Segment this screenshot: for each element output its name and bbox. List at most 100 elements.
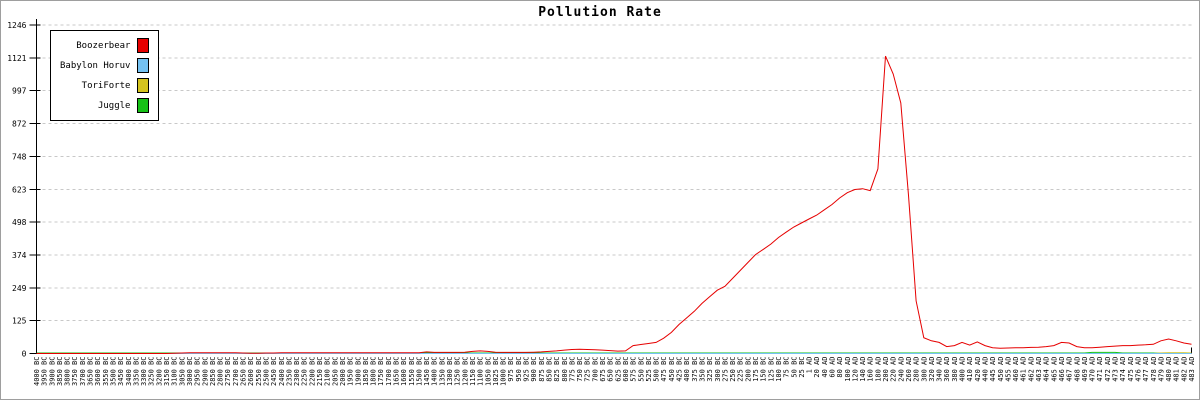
- x-tick-label: 2500 BC: [262, 357, 270, 387]
- x-tick-label: 3000 BC: [186, 357, 194, 387]
- x-tick-label: 3700 BC: [79, 357, 87, 387]
- x-tick-label: 625 BC: [614, 357, 622, 382]
- x-tick-label: 200 AD: [882, 357, 890, 382]
- legend-swatch: [137, 58, 150, 73]
- x-tick-label: 475 BC: [660, 357, 668, 382]
- x-tick-label: 300 BC: [714, 357, 722, 382]
- x-tick-label: 462 AD: [1027, 357, 1035, 382]
- x-tick-label: 2900 BC: [201, 357, 209, 387]
- x-tick-label: 1300 BC: [446, 357, 454, 387]
- x-tick-label: 1800 BC: [370, 357, 378, 387]
- x-tick-label: 2700 BC: [232, 357, 240, 387]
- y-tick-label: 997: [12, 87, 27, 96]
- x-tick-label: 360 AD: [943, 357, 951, 382]
- x-tick-label: 476 AD: [1134, 357, 1142, 382]
- legend-label: Boozerbear: [76, 40, 131, 51]
- x-tick-label: 467 AD: [1066, 357, 1074, 382]
- x-tick-label: 3500 BC: [109, 357, 117, 387]
- x-tick-label: 3600 BC: [94, 357, 102, 387]
- x-tick-label: 275 BC: [721, 357, 729, 382]
- x-tick-label: 200 BC: [744, 357, 752, 382]
- x-tick-label: 80 AD: [836, 357, 844, 378]
- x-tick-label: 260 AD: [905, 357, 913, 382]
- legend-label: Babylon Horuv: [60, 60, 131, 71]
- x-tick-label: 2300 BC: [293, 357, 301, 387]
- x-tick-label: 475 AD: [1127, 357, 1135, 382]
- x-tick-label: 3300 BC: [140, 357, 148, 387]
- x-tick-label: 2050 BC: [331, 357, 339, 387]
- x-tick-label: 483 AD: [1188, 357, 1196, 382]
- x-tick-label: 1450 BC: [423, 357, 431, 387]
- x-tick-label: 575 BC: [630, 357, 638, 382]
- x-tick-label: 40 AD: [821, 357, 829, 378]
- x-tick-label: 140 AD: [859, 357, 867, 382]
- x-tick-label: 725 BC: [584, 357, 592, 382]
- x-tick-label: 100 AD: [844, 357, 852, 382]
- x-tick-label: 460 AD: [1012, 357, 1020, 382]
- x-tick-label: 700 BC: [591, 357, 599, 382]
- x-tick-label: 450 AD: [997, 357, 1005, 382]
- y-tick-label: 1121: [7, 54, 26, 63]
- x-tick-label: 1025 BC: [492, 357, 500, 387]
- x-tick-label: 481 AD: [1173, 357, 1181, 382]
- x-tick-label: 445 AD: [989, 357, 997, 382]
- x-tick-label: 473 AD: [1112, 357, 1120, 382]
- legend-item-juggle: Juggle: [60, 98, 150, 113]
- x-tick-label: 925 BC: [523, 357, 531, 382]
- x-tick-label: 2100 BC: [324, 357, 332, 387]
- x-tick-label: 160 AD: [867, 357, 875, 382]
- x-tick-label: 3200 BC: [155, 357, 163, 387]
- x-tick-label: 2200 BC: [308, 357, 316, 387]
- x-tick-label: 2650 BC: [240, 357, 248, 387]
- x-tick-label: 2000 BC: [339, 357, 347, 387]
- x-tick-label: 1900 BC: [354, 357, 362, 387]
- legend-swatch: [137, 38, 150, 53]
- x-tick-label: 220 AD: [890, 357, 898, 382]
- x-tick-label: 1950 BC: [347, 357, 355, 387]
- y-tick-label: 0: [22, 350, 27, 359]
- x-tick-label: 1250 BC: [454, 357, 462, 387]
- x-tick-label: 20 AD: [813, 357, 821, 378]
- x-tick-label: 300 AD: [920, 357, 928, 382]
- x-tick-label: 3650 BC: [87, 357, 95, 387]
- x-tick-label: 3950 BC: [41, 357, 49, 387]
- x-tick-label: 450 BC: [668, 357, 676, 382]
- x-tick-label: 60 AD: [828, 357, 836, 378]
- legend-item-boozerbear: Boozerbear: [60, 38, 150, 53]
- x-tick-label: 775 BC: [568, 357, 576, 382]
- x-tick-label: 463 AD: [1035, 357, 1043, 382]
- chart-title: Pollution Rate: [538, 5, 662, 20]
- x-tick-label: 400 BC: [683, 357, 691, 382]
- x-tick-label: 750 BC: [576, 357, 584, 382]
- x-tick-label: 250 BC: [729, 357, 737, 382]
- x-tick-label: 150 BC: [760, 357, 768, 382]
- x-tick-label: 25 BC: [798, 357, 806, 378]
- x-tick-label: 3800 BC: [64, 357, 72, 387]
- legend-swatch: [137, 98, 150, 113]
- x-tick-label: 240 AD: [897, 357, 905, 382]
- x-tick-label: 2800 BC: [217, 357, 225, 387]
- x-tick-label: 280 AD: [913, 357, 921, 382]
- x-tick-label: 1500 BC: [415, 357, 423, 387]
- x-tick-label: 975 BC: [507, 357, 515, 382]
- x-tick-label: 600 BC: [622, 357, 630, 382]
- x-tick-label: 4000 BC: [33, 357, 41, 387]
- x-tick-label: 900 BC: [530, 357, 538, 382]
- legend-item-babylon-horuv: Babylon Horuv: [60, 58, 150, 73]
- y-tick-label: 748: [12, 152, 27, 161]
- x-tick-label: 825 BC: [553, 357, 561, 382]
- x-tick-label: 550 BC: [637, 357, 645, 382]
- x-tick-label: 425 BC: [676, 357, 684, 382]
- x-tick-label: 950 BC: [515, 357, 523, 382]
- x-tick-label: 2400 BC: [278, 357, 286, 387]
- x-tick-label: 3050 BC: [178, 357, 186, 387]
- x-tick-label: 225 BC: [737, 357, 745, 382]
- x-tick-label: 420 AD: [974, 357, 982, 382]
- x-tick-label: 2600 BC: [247, 357, 255, 387]
- x-tick-label: 2250 BC: [301, 357, 309, 387]
- x-tick-label: 1150 BC: [469, 357, 477, 387]
- x-tick-label: 474 AD: [1119, 357, 1127, 382]
- x-tick-label: 482 AD: [1180, 357, 1188, 382]
- y-tick-label: 498: [12, 218, 27, 227]
